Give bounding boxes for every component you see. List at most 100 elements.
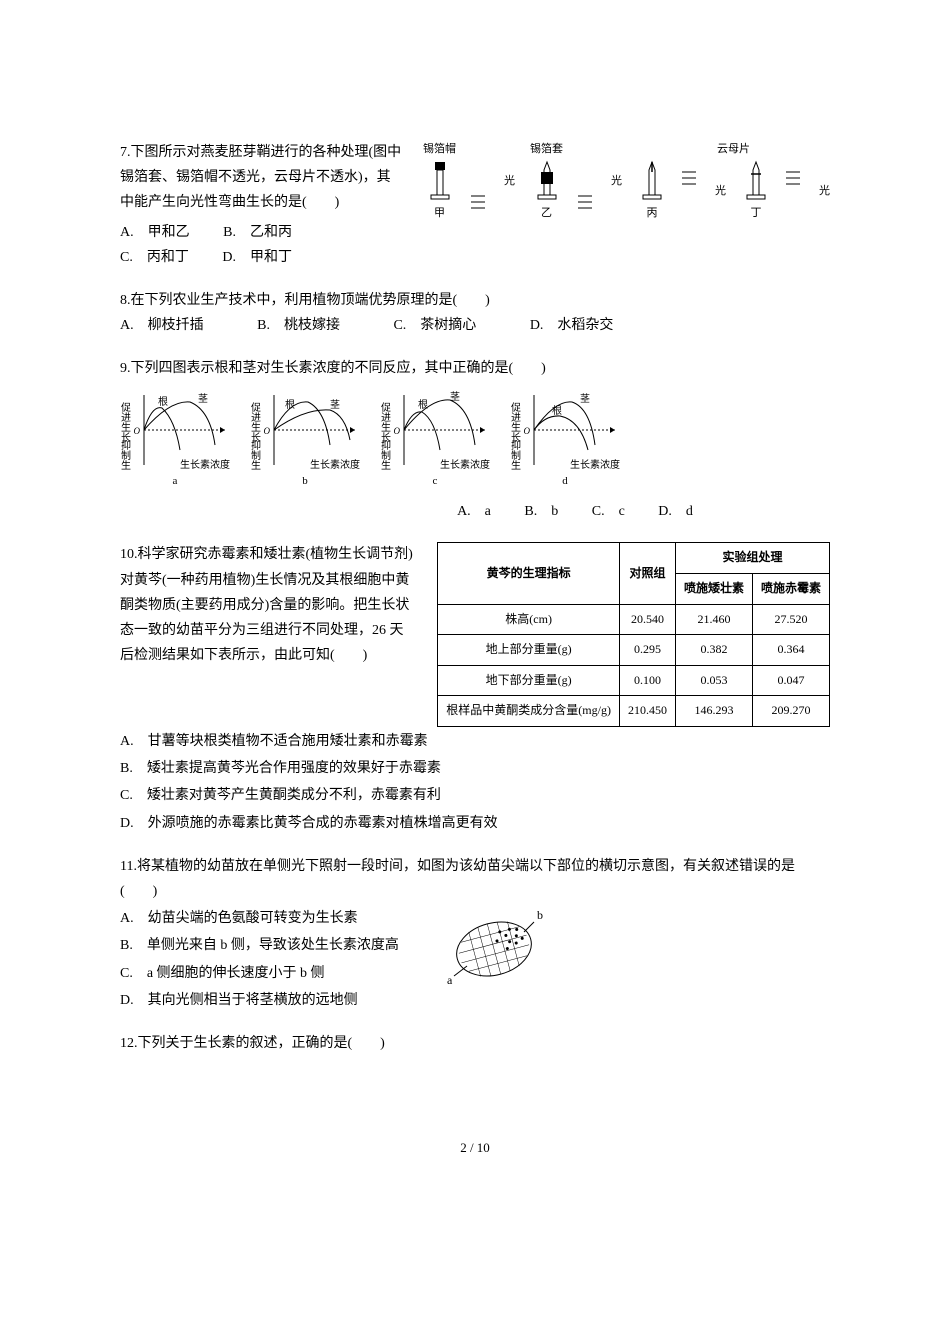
svg-text:根: 根: [285, 398, 295, 411]
svg-text:茎: 茎: [580, 393, 590, 405]
svg-text:促进生长: 促进生长: [120, 400, 131, 441]
q7-item-2: 乙: [541, 204, 552, 224]
svg-text:根: 根: [418, 398, 428, 411]
graph-c-label: c: [433, 472, 438, 492]
q8-opt-a: A. 柳枝扦插: [120, 313, 204, 338]
light-arrows-icon: [578, 184, 596, 224]
svg-text:a: a: [447, 973, 453, 987]
q7-opt-b: B. 乙和丙: [223, 225, 292, 240]
q10-options: A. 甘薯等块根类植物不适合施用矮壮素和赤霉素 B. 矮壮素提高黄芩光合作用强度…: [120, 729, 830, 836]
th-control: 对照组: [619, 543, 675, 604]
q7-options: A. 甲和乙 B. 乙和丙 C. 丙和丁 D. 甲和丁: [120, 220, 403, 270]
coleoptile-icon: [425, 160, 455, 200]
q7-label-cap: 锡箔帽: [423, 140, 456, 160]
graph-b-label: b: [302, 472, 308, 492]
q8-opt-b: B. 桃枝嫁接: [257, 313, 340, 338]
graph-b-icon: 促进生长 抑制生长 O 根 茎 生长素浓度: [250, 390, 360, 470]
q8-opt-d: D. 水稻杂交: [530, 313, 614, 338]
q9-opt-d: D. d: [658, 504, 693, 519]
q8-opt-c: C. 茶树摘心: [393, 313, 476, 338]
question-11: 11.将某植物的幼苗放在单侧光下照射一段时间，如图为该幼苗尖端以下部位的横切示意…: [120, 854, 830, 1013]
svg-text:生长素浓度: 生长素浓度: [440, 458, 490, 470]
graph-a-icon: 促进生长 抑制生长 O 根 茎 生长素浓度: [120, 390, 230, 470]
q11-options: A. 幼苗尖端的色氨酸可转变为生长素 B. 单侧光来自 b 侧，导致该处生长素浓…: [120, 904, 399, 1013]
light-arrows-icon: [786, 160, 804, 200]
th-indicator: 黄芩的生理指标: [438, 543, 620, 604]
svg-text:抑制生长: 抑制生长: [120, 439, 131, 469]
q7-light-3: 光: [715, 182, 726, 202]
q9-opt-a: A. a: [457, 504, 491, 519]
coleoptile-icon: [637, 160, 667, 200]
svg-text:抑制生长: 抑制生长: [380, 439, 391, 469]
svg-text:茎: 茎: [330, 399, 340, 411]
q9-options: A. a B. b C. c D. d: [320, 499, 830, 524]
th-ga: 喷施赤霉素: [752, 574, 829, 605]
q7-label-mica: 云母片: [717, 140, 750, 160]
svg-text:O: O: [394, 426, 401, 436]
q10-text: 10.科学家研究赤霉素和矮壮素(植物生长调节剂)对黄芩(一种药用植物)生长情况及…: [120, 542, 417, 668]
q7-opt-c: C. 丙和丁: [120, 250, 189, 265]
svg-text:促进生长: 促进生长: [380, 400, 391, 441]
svg-text:O: O: [524, 426, 531, 436]
graph-c-icon: 促进生长 抑制生长 O 根 茎 生长素浓度: [380, 390, 490, 470]
graph-d-label: d: [562, 472, 568, 492]
q8-text: 8.在下列农业生产技术中，利用植物顶端优势原理的是( ): [120, 288, 830, 313]
th-dwarf: 喷施矮壮素: [675, 574, 752, 605]
q9-text: 9.下列四图表示根和茎对生长素浓度的不同反应，其中正确的是( ): [120, 356, 830, 381]
svg-text:根: 根: [158, 395, 168, 408]
question-8: 8.在下列农业生产技术中，利用植物顶端优势原理的是( ) A. 柳枝扦插 B. …: [120, 288, 830, 338]
coleoptile-icon: [532, 160, 562, 200]
q7-item-1: 甲: [434, 204, 445, 224]
svg-text:生长素浓度: 生长素浓度: [180, 458, 230, 470]
svg-text:O: O: [134, 426, 141, 436]
q7-light-2: 光: [611, 172, 622, 192]
svg-text:茎: 茎: [198, 393, 208, 405]
q12-text: 12.下列关于生长素的叙述，正确的是( ): [120, 1031, 830, 1056]
q10-opt-a: A. 甘薯等块根类植物不适合施用矮壮素和赤霉素: [120, 729, 830, 754]
q7-item-3: 丙: [647, 204, 658, 224]
table-row: 根样品中黄酮类成分含量(mg/g) 210.450 146.293 209.27…: [438, 696, 830, 727]
question-12: 12.下列关于生长素的叙述，正确的是( ): [120, 1031, 830, 1056]
svg-text:生长素浓度: 生长素浓度: [570, 458, 620, 470]
page-number: 2 / 10: [120, 1136, 830, 1159]
table-row: 黄芩的生理指标 对照组 实验组处理: [438, 543, 830, 574]
q7-opt-d: D. 甲和丁: [222, 250, 292, 265]
q7-light-4: 光: [819, 182, 830, 202]
svg-text:O: O: [264, 426, 271, 436]
svg-text:生长素浓度: 生长素浓度: [310, 458, 360, 470]
q7-item-4: 丁: [751, 204, 762, 224]
svg-text:根: 根: [552, 404, 562, 417]
q10-table: 黄芩的生理指标 对照组 实验组处理 喷施矮壮素 喷施赤霉素 株高(cm) 20.…: [437, 542, 830, 727]
q11-opt-c: C. a 侧细胞的伸长速度小于 b 侧: [120, 961, 399, 986]
light-arrows-icon: [682, 160, 700, 200]
th-experiment: 实验组处理: [675, 543, 829, 574]
table-row: 地下部分重量(g) 0.100 0.053 0.047: [438, 665, 830, 696]
q7-text: 7.下图所示对燕麦胚芽鞘进行的各种处理(图中锡箔套、锡箔帽不透光，云母片不透水)…: [120, 140, 403, 216]
q8-options: A. 柳枝扦插 B. 桃枝嫁接 C. 茶树摘心 D. 水稻杂交: [120, 313, 830, 338]
q7-figure: 锡箔帽 甲 光 锡箔套: [423, 140, 830, 224]
question-10: 10.科学家研究赤霉素和矮壮素(植物生长调节剂)对黄芩(一种药用植物)生长情况及…: [120, 542, 830, 835]
q7-label-sleeve: 锡箔套: [530, 140, 563, 160]
q11-opt-b: B. 单侧光来自 b 侧，导致该处生长素浓度高: [120, 933, 399, 958]
q10-opt-c: C. 矮壮素对黄芩产生黄酮类成分不利，赤霉素有利: [120, 783, 830, 808]
cross-section-icon: a b: [439, 904, 549, 994]
question-9: 9.下列四图表示根和茎对生长素浓度的不同反应，其中正确的是( ) 促进生长 抑制…: [120, 356, 830, 524]
svg-text:促进生长: 促进生长: [510, 400, 521, 441]
svg-text:促进生长: 促进生长: [250, 400, 261, 441]
graph-d-icon: 促进生长 抑制生长 O 根 茎 生长素浓度: [510, 390, 620, 470]
q11-text: 11.将某植物的幼苗放在单侧光下照射一段时间，如图为该幼苗尖端以下部位的横切示意…: [120, 854, 830, 904]
q9-opt-b: B. b: [524, 504, 558, 519]
table-row: 地上部分重量(g) 0.295 0.382 0.364: [438, 635, 830, 666]
graph-a-label: a: [173, 472, 178, 492]
q10-opt-d: D. 外源喷施的赤霉素比黄芩合成的赤霉素对植株增高更有效: [120, 811, 830, 836]
light-arrows-icon: [471, 184, 489, 224]
svg-text:b: b: [537, 908, 543, 922]
q9-opt-c: C. c: [592, 504, 625, 519]
q10-opt-b: B. 矮壮素提高黄芩光合作用强度的效果好于赤霉素: [120, 756, 830, 781]
svg-text:抑制生长: 抑制生长: [510, 439, 521, 469]
coleoptile-icon: [741, 160, 771, 200]
q9-graphs: 促进生长 抑制生长 O 根 茎 生长素浓度 a 促进生长 抑制生长 O: [120, 390, 830, 492]
svg-text:抑制生长: 抑制生长: [250, 439, 261, 469]
q11-opt-d: D. 其向光侧相当于将茎横放的远地侧: [120, 988, 399, 1013]
q7-opt-a: A. 甲和乙: [120, 225, 190, 240]
